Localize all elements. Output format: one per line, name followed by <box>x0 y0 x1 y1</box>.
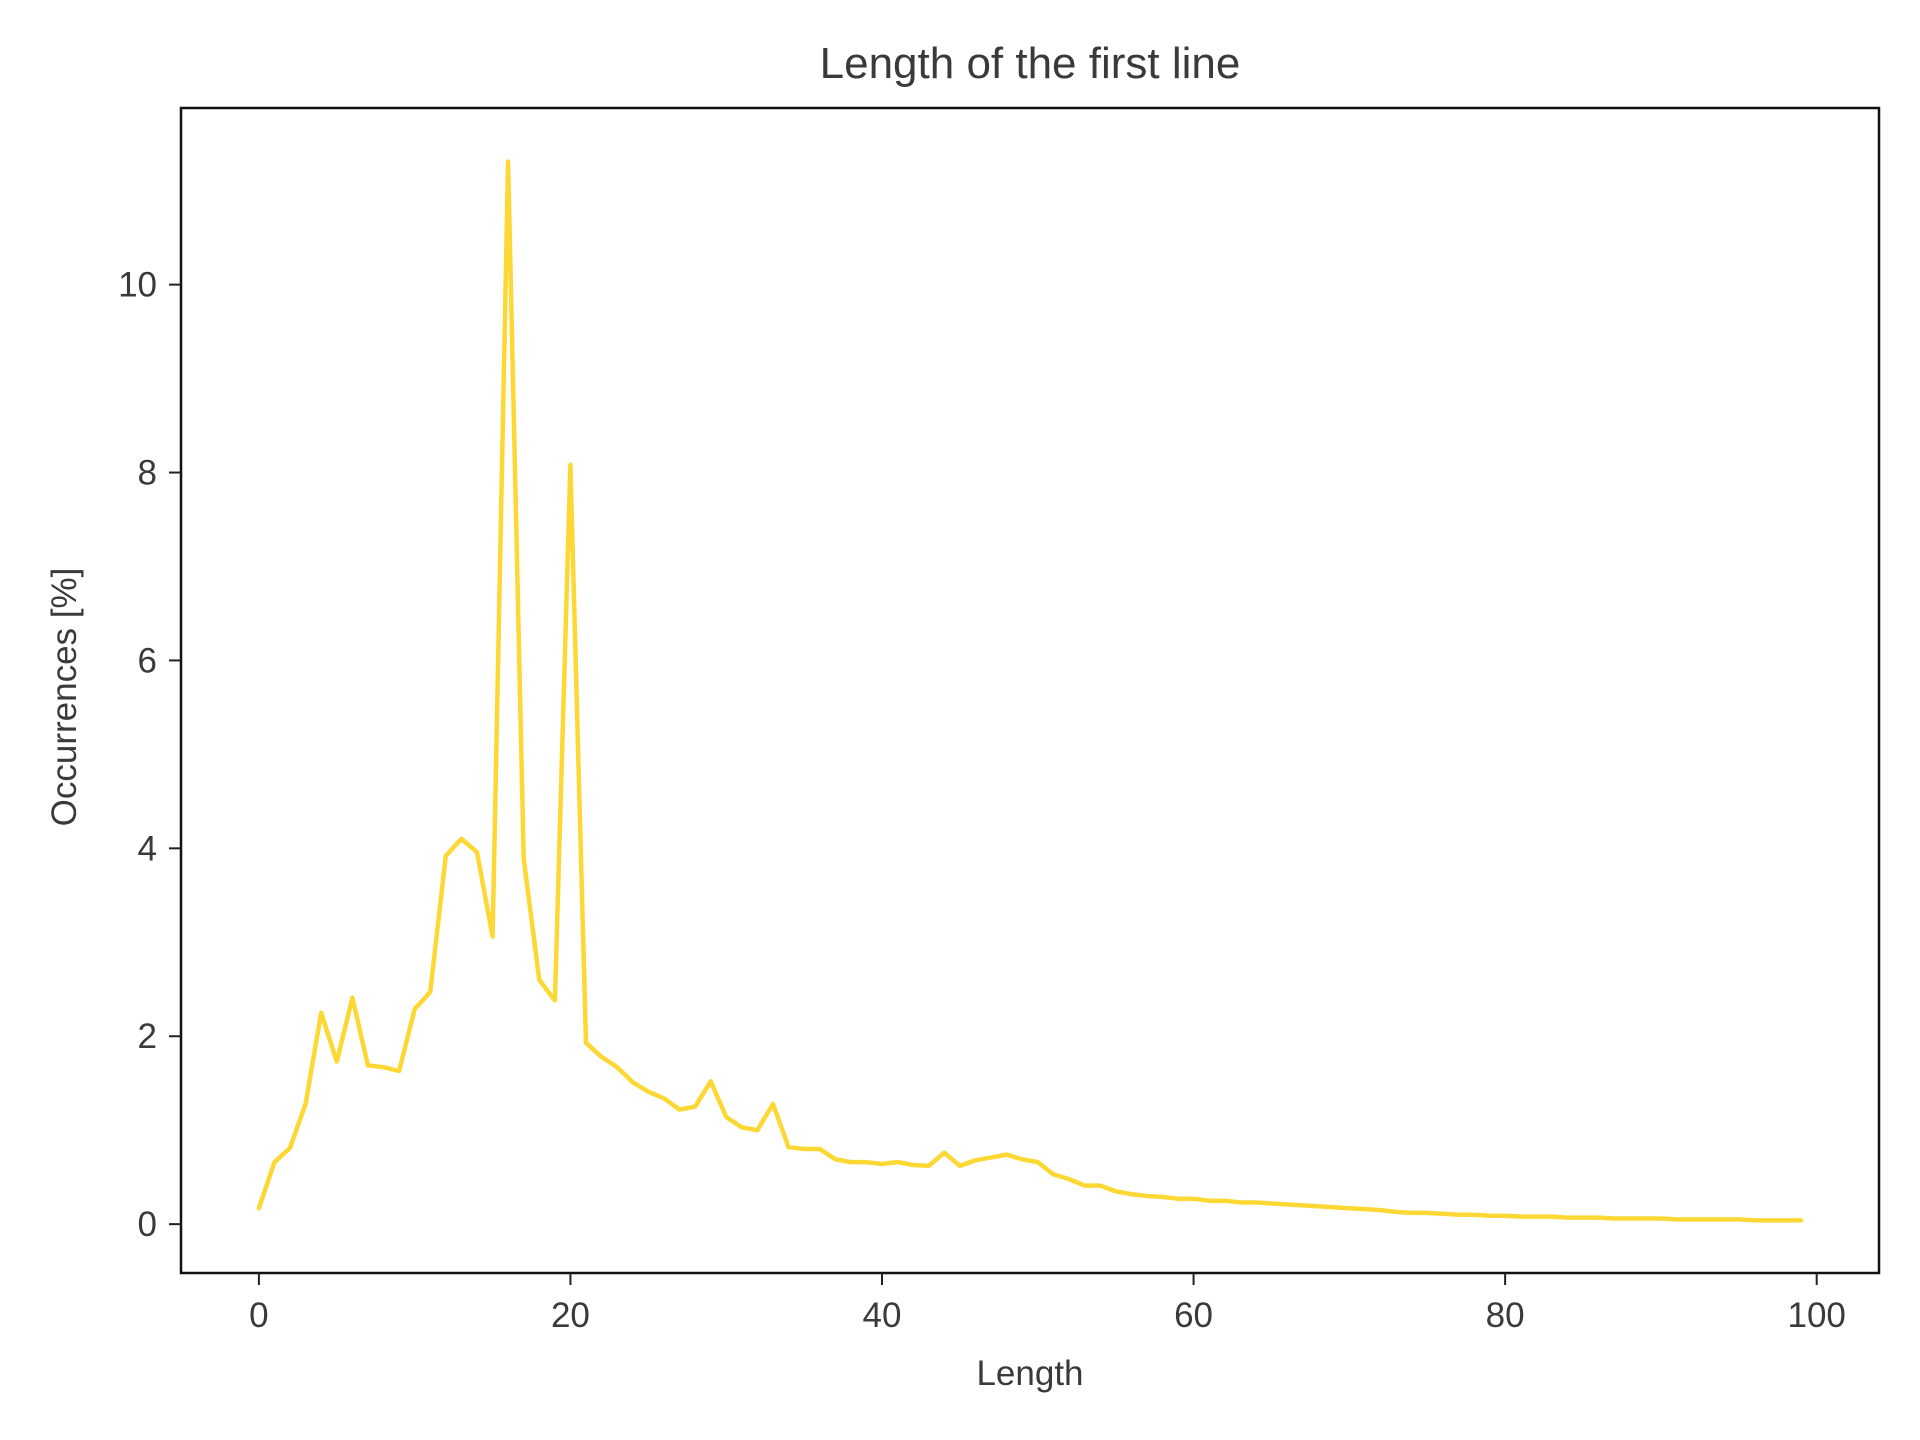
y-tick-label: 8 <box>138 454 157 493</box>
y-axis: 0 2 4 6 8 10 <box>118 266 181 1244</box>
x-tick-label: 40 <box>863 1296 902 1335</box>
y-tick-label: 4 <box>138 829 157 868</box>
plot-frame <box>179 106 1881 1275</box>
chart-title: Length of the first line <box>820 39 1241 88</box>
y-tick-label: 0 <box>138 1205 157 1244</box>
y-tick-label: 6 <box>138 641 157 680</box>
y-axis-label: Occurrences [%] <box>45 568 84 827</box>
x-tick-label: 60 <box>1174 1296 1213 1335</box>
y-tick-label: 10 <box>118 266 157 305</box>
x-axis-label: Length <box>976 1354 1083 1393</box>
x-tick-label: 0 <box>249 1296 268 1335</box>
y-tick-label: 2 <box>138 1017 157 1056</box>
x-tick-label: 20 <box>551 1296 590 1335</box>
series-layer <box>256 159 1804 1223</box>
x-tick-label: 100 <box>1787 1296 1845 1335</box>
x-tick-label: 80 <box>1486 1296 1525 1335</box>
series-line <box>256 159 1804 1223</box>
x-axis: 0 20 40 60 80 100 <box>249 1273 1846 1335</box>
